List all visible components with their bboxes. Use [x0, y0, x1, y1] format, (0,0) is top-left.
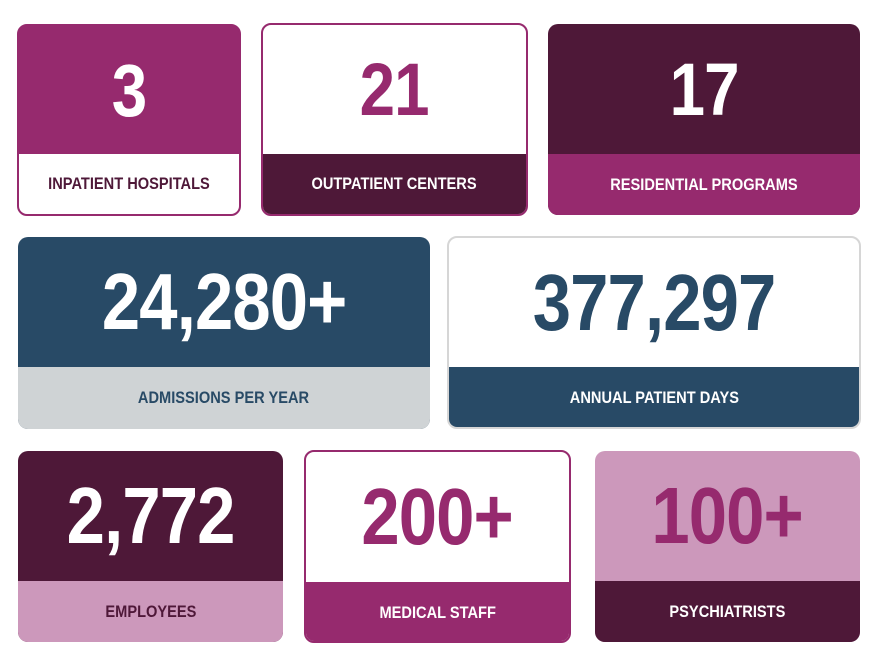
stat-card-medical-staff: 200+ MEDICAL STAFF — [304, 450, 571, 643]
stat-label: ADMISSIONS PER YEAR — [138, 388, 310, 407]
stat-label: ANNUAL PATIENT DAYS — [569, 388, 739, 407]
stat-label: OUTPATIENT CENTERS — [311, 174, 478, 194]
stat-value: 17 — [669, 47, 739, 131]
stat-card-admissions-per-year: 24,280+ ADMISSIONS PER YEAR — [18, 237, 430, 429]
stat-card-annual-patient-days: 377,297 ANNUAL PATIENT DAYS — [447, 236, 861, 429]
stat-card-residential-programs: 17 RESIDENTIAL PROGRAMS — [548, 24, 860, 215]
stat-card-inpatient-hospitals: 3 INPATIENT HOSPITALS — [17, 24, 241, 216]
stat-label: INPATIENT HOSPITALS — [48, 174, 210, 193]
stat-label: EMPLOYEES — [105, 601, 196, 621]
stat-card-employees: 2,772 EMPLOYEES — [18, 451, 283, 642]
stat-value: 100+ — [651, 471, 804, 560]
stat-value: 2,772 — [66, 471, 236, 560]
stat-value: 24,280+ — [101, 257, 347, 346]
stat-card-outpatient-centers: 21 OUTPATIENT CENTERS — [261, 23, 528, 216]
stat-value: 21 — [359, 48, 430, 132]
stat-value: 377,297 — [532, 257, 777, 347]
stat-value: 3 — [111, 48, 147, 132]
stat-label: MEDICAL STAFF — [379, 602, 496, 622]
stat-card-psychiatrists: 100+ PSYCHIATRISTS — [595, 451, 860, 642]
stat-label: RESIDENTIAL PROGRAMS — [610, 174, 798, 194]
stat-label: PSYCHIATRISTS — [669, 601, 786, 621]
stat-value: 200+ — [361, 472, 514, 561]
